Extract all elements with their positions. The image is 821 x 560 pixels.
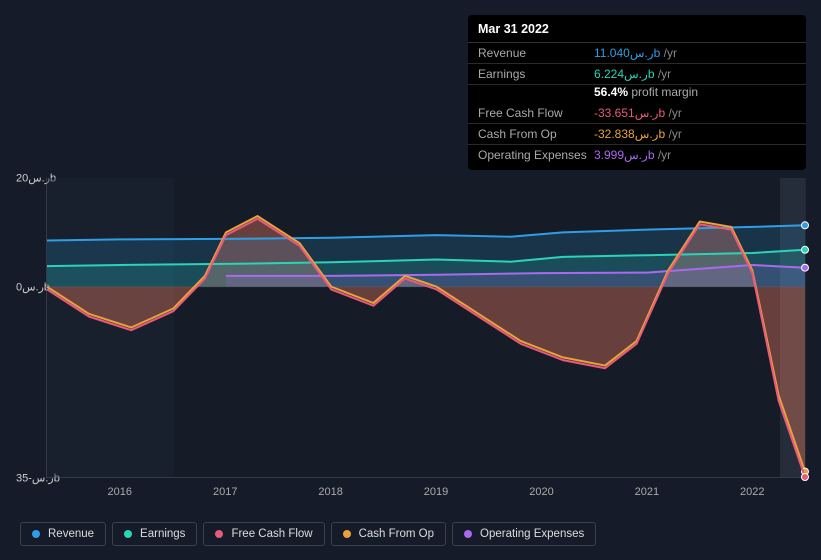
tooltip-value: 11.040ر.سb /yr xyxy=(594,46,677,60)
x-axis-label: 2022 xyxy=(740,486,764,498)
tooltip-date: Mar 31 2022 xyxy=(468,15,806,43)
x-axis-label: 2017 xyxy=(213,486,237,498)
x-axis-label: 2020 xyxy=(529,486,553,498)
tooltip-row: Free Cash Flow-33.651ر.سb /yr xyxy=(468,103,806,124)
x-axis-label: 2018 xyxy=(318,486,342,498)
plot-area[interactable] xyxy=(46,178,805,478)
legend-dot-icon xyxy=(124,530,132,538)
tooltip-profit-margin: 56.4% profit margin xyxy=(468,85,806,103)
x-axis-label: 2016 xyxy=(108,486,132,498)
tooltip-label: Revenue xyxy=(478,46,594,60)
tooltip-label: Earnings xyxy=(478,67,594,81)
chart: ر.س20bر.س0bر.س-35b 201620172018201920202… xyxy=(16,160,805,500)
legend-label: Free Cash Flow xyxy=(231,528,312,540)
legend-dot-icon xyxy=(215,530,223,538)
tooltip-row: Earnings6.224ر.سb /yr xyxy=(468,64,806,85)
tooltip-label: Cash From Op xyxy=(478,127,594,141)
tooltip-value: 6.224ر.سb /yr xyxy=(594,67,671,81)
legend-label: Operating Expenses xyxy=(480,528,584,540)
legend-label: Cash From Op xyxy=(359,528,434,540)
chart-series xyxy=(47,178,805,477)
legend: Revenue Earnings Free Cash Flow Cash From O… xyxy=(20,522,596,546)
legend-label: Revenue xyxy=(48,528,94,540)
tooltip-value: -33.651ر.سb /yr xyxy=(594,106,682,120)
tooltip-value: -32.838ر.سb /yr xyxy=(594,127,682,141)
legend-dot-icon xyxy=(343,530,351,538)
legend-item[interactable]: Earnings xyxy=(112,522,197,546)
x-axis-label: 2021 xyxy=(635,486,659,498)
legend-item[interactable]: Cash From Op xyxy=(331,522,446,546)
legend-dot-icon xyxy=(464,530,472,538)
legend-item[interactable]: Revenue xyxy=(20,522,106,546)
tooltip-label: Free Cash Flow xyxy=(478,106,594,120)
legend-item[interactable]: Operating Expenses xyxy=(452,522,596,546)
legend-label: Earnings xyxy=(140,528,185,540)
y-axis-label: ر.س0b xyxy=(16,281,50,294)
tooltip-row: Cash From Op-32.838ر.سb /yr xyxy=(468,124,806,145)
legend-dot-icon xyxy=(32,530,40,538)
tooltip-panel: Mar 31 2022 Revenue11.040ر.سb /yrEarning… xyxy=(468,15,806,170)
x-axis-label: 2019 xyxy=(424,486,448,498)
legend-item[interactable]: Free Cash Flow xyxy=(203,522,324,546)
tooltip-row: Revenue11.040ر.سb /yr xyxy=(468,43,806,64)
